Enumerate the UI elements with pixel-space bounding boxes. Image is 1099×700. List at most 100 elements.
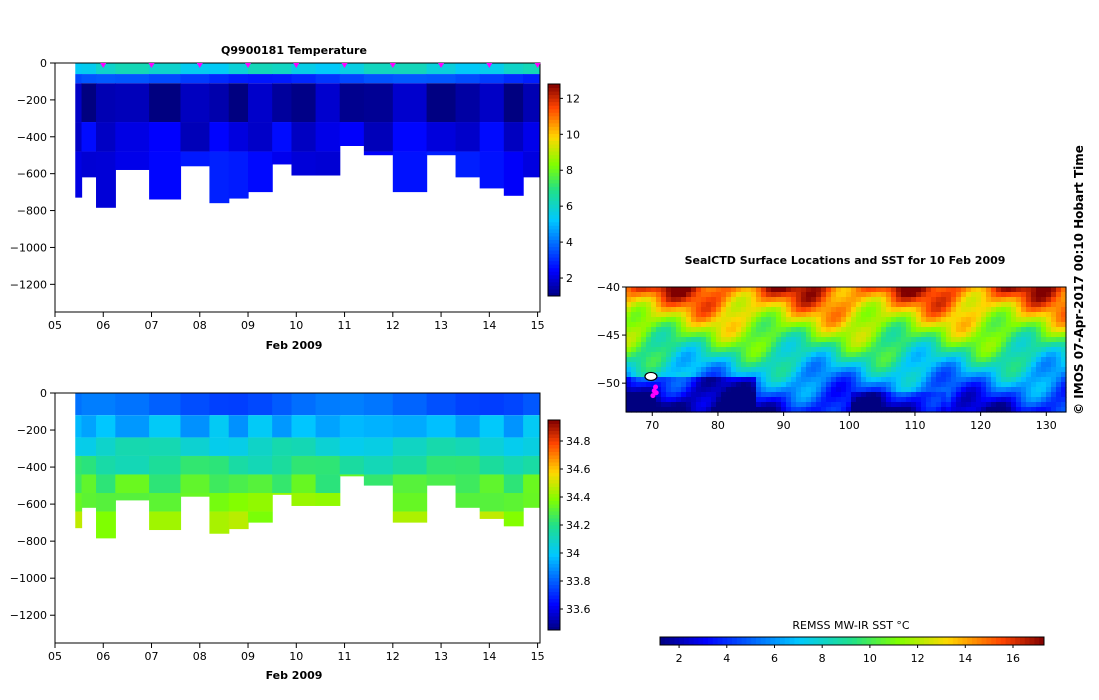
sst-cell — [746, 367, 752, 373]
sst-cell — [741, 347, 747, 353]
sst-cell — [806, 337, 812, 343]
data-cell — [149, 393, 182, 416]
sst-cell — [821, 402, 827, 408]
sst-cell — [806, 292, 812, 298]
sst-cell — [1041, 312, 1047, 318]
sst-cell — [651, 357, 657, 363]
data-cell — [455, 393, 481, 416]
sst-cell — [1036, 307, 1042, 313]
sst-cell — [926, 392, 932, 398]
sst-cell — [806, 357, 812, 363]
sst-cell — [926, 332, 932, 338]
colorbar-segment — [548, 239, 560, 244]
sst-cell — [666, 347, 672, 353]
colorbar-segment — [548, 112, 560, 117]
sst-cell — [756, 357, 762, 363]
sst-cell — [1046, 312, 1052, 318]
data-cell — [115, 437, 150, 456]
data-cell — [96, 455, 116, 475]
sst-cell — [686, 337, 692, 343]
sst-cell — [806, 297, 812, 303]
sst-cell — [691, 382, 697, 388]
sst-cell — [701, 322, 707, 328]
sst-cell — [936, 297, 942, 303]
sst-cell — [626, 387, 632, 393]
sst-cell — [876, 382, 882, 388]
sst-cell — [686, 307, 692, 313]
colorbar-segment — [548, 267, 560, 272]
sst-cell — [776, 292, 782, 298]
sst-cell — [771, 312, 777, 318]
sst-cell — [786, 307, 792, 313]
sst-cell — [916, 302, 922, 308]
sst-cell — [936, 357, 942, 363]
colorbar-segment — [548, 179, 560, 184]
sst-cell — [656, 387, 662, 393]
sst-cell — [826, 377, 832, 383]
sst-cell — [951, 307, 957, 313]
sst-cell — [996, 387, 1002, 393]
sst-cell — [846, 292, 852, 298]
sst-cell — [946, 402, 952, 408]
sst-cell — [831, 302, 837, 308]
data-cell — [479, 122, 505, 152]
sst-cell — [871, 307, 877, 313]
sst-cell — [811, 332, 817, 338]
sst-cell — [741, 312, 747, 318]
sst-cell — [931, 407, 937, 413]
sst-cell — [691, 387, 697, 393]
sst-cell — [671, 377, 677, 383]
x-tick-label: 05 — [48, 650, 62, 663]
sst-cell — [906, 372, 912, 378]
sst-cell — [811, 372, 817, 378]
sst-cell — [631, 297, 637, 303]
sst-cell — [811, 317, 817, 323]
sst-colorbar-segment — [722, 637, 728, 645]
sst-cell — [951, 362, 957, 368]
colorbar-segment — [548, 539, 560, 543]
sst-cell — [766, 377, 772, 383]
sst-cell — [1021, 287, 1027, 293]
sst-cell — [1026, 332, 1032, 338]
sst-cell — [926, 357, 932, 363]
sst-colorbar-segment — [981, 637, 987, 645]
sst-cell — [746, 312, 752, 318]
sst-cell — [911, 297, 917, 303]
sst-cell — [966, 367, 972, 373]
sst-cell — [661, 397, 667, 403]
colorbar-segment — [548, 278, 560, 283]
sst-cell — [956, 372, 962, 378]
sst-colorbar-segment — [765, 637, 771, 645]
data-cell — [248, 493, 273, 512]
sst-cell — [626, 292, 632, 298]
sst-cell — [906, 332, 912, 338]
colorbar-tick-label: 12 — [566, 92, 580, 105]
sst-cell — [791, 397, 797, 403]
sst-cell — [966, 372, 972, 378]
sst-cell — [1001, 327, 1007, 333]
sst-cell — [726, 312, 732, 318]
colorbar-segment — [548, 292, 560, 297]
sst-cell — [981, 357, 987, 363]
sst-colorbar-segment — [861, 637, 867, 645]
sst-cell — [681, 312, 687, 318]
data-cell — [149, 493, 182, 512]
sst-cell — [651, 332, 657, 338]
sst-cell — [961, 342, 967, 348]
sst-cell — [771, 407, 777, 413]
data-cell — [272, 83, 293, 123]
sst-cell — [1031, 292, 1037, 298]
data-cell — [392, 474, 428, 493]
sst-cell — [681, 392, 687, 398]
sst-cell — [876, 397, 882, 403]
data-cell — [315, 455, 341, 475]
sst-cell — [816, 402, 822, 408]
sst-cell — [826, 407, 832, 413]
sst-cell — [766, 347, 772, 353]
sst-cell — [1056, 312, 1062, 318]
sst-cell — [706, 397, 712, 403]
sst-cell — [841, 387, 847, 393]
sst-cell — [846, 362, 852, 368]
sst-cell — [1046, 352, 1052, 358]
sst-cell — [951, 297, 957, 303]
